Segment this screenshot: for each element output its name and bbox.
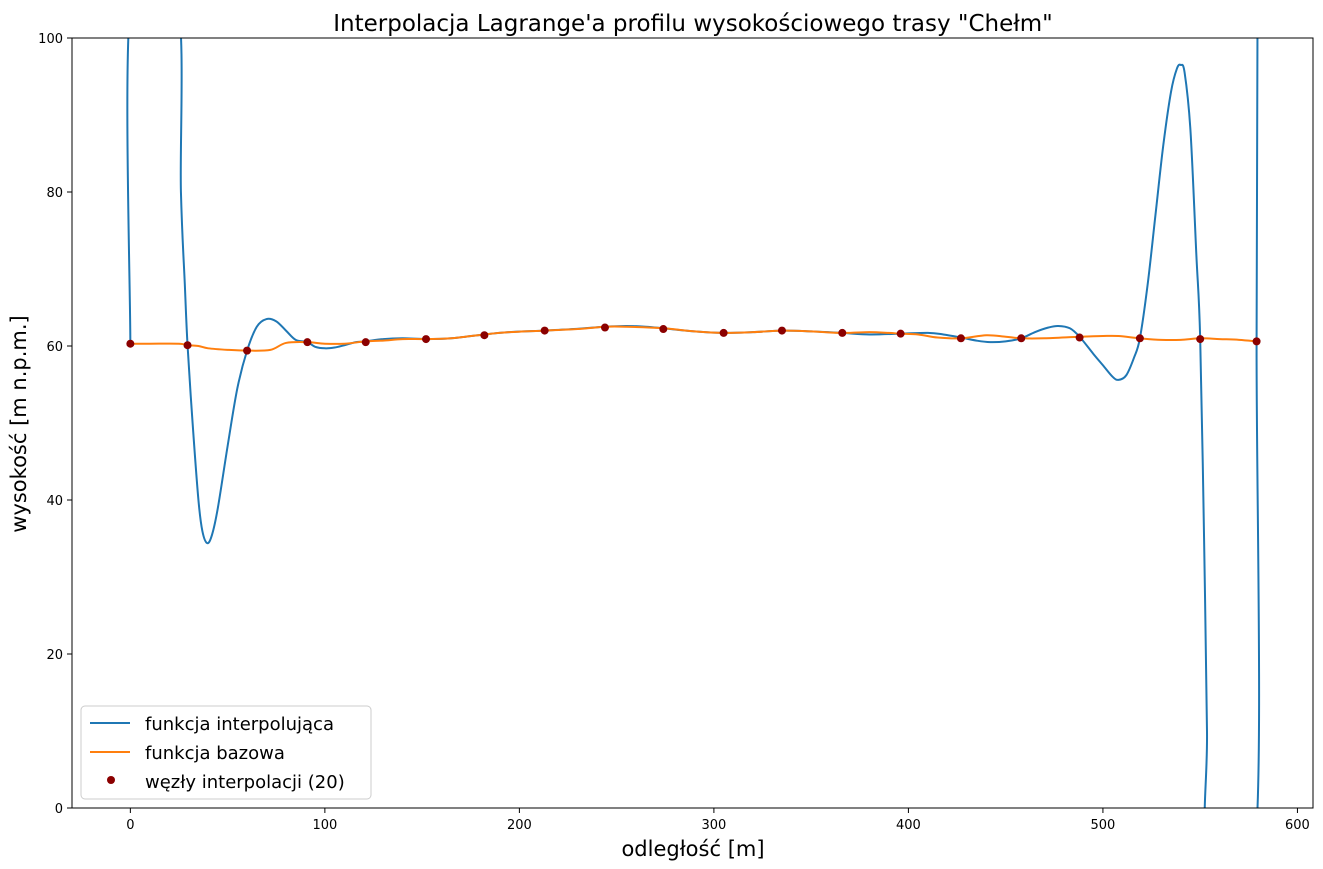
interpolation-node — [243, 346, 252, 355]
interpolation-node — [361, 338, 370, 347]
y-tick-label: 60 — [46, 340, 63, 355]
interpolation-node — [126, 339, 135, 348]
y-tick-label: 100 — [38, 32, 63, 47]
interpolation-node — [480, 331, 489, 340]
interpolation-node — [600, 323, 609, 332]
x-tick-label: 100 — [312, 818, 337, 833]
interpolation-node — [1017, 334, 1026, 343]
interpolation-node — [183, 341, 192, 350]
x-axis: 0 100 200 300 400 500 600 — [126, 808, 1310, 833]
chart-title: Interpolacja Lagrange'a profilu wysokośc… — [333, 11, 1053, 37]
legend-label-nodes: węzły interpolacji (20) — [145, 772, 345, 793]
y-tick-label: 80 — [46, 186, 63, 201]
y-tick-label: 0 — [55, 802, 63, 817]
interpolation-node — [1196, 335, 1205, 344]
interpolation-node — [303, 338, 312, 347]
base-line — [130, 325, 1257, 352]
x-tick-label: 0 — [126, 818, 134, 833]
interpolation-node — [719, 328, 728, 337]
interpolation-node — [956, 334, 965, 343]
y-axis-label: wysokość [m n.p.m.] — [7, 315, 31, 532]
points-layer — [126, 323, 1261, 355]
y-tick-label: 40 — [46, 494, 63, 509]
x-tick-label: 400 — [896, 818, 921, 833]
interpolation-node — [896, 329, 905, 338]
legend-label-interpolating: funkcja interpolująca — [145, 714, 334, 735]
x-tick-label: 600 — [1285, 818, 1310, 833]
x-tick-label: 200 — [507, 818, 532, 833]
interpolation-node — [540, 326, 549, 335]
x-axis-label: odległość [m] — [621, 837, 764, 861]
y-tick-label: 20 — [46, 648, 63, 663]
x-tick-label: 500 — [1091, 818, 1116, 833]
legend-swatch-nodes — [107, 776, 115, 784]
y-axis: 0 20 40 60 80 100 — [38, 32, 72, 817]
x-tick-label: 300 — [701, 818, 726, 833]
legend-box — [80, 705, 372, 800]
legend-label-base: funkcja bazowa — [145, 743, 285, 764]
interpolation-node — [1075, 333, 1084, 342]
interpolation-node — [659, 325, 668, 334]
legend: funkcja interpolująca funkcja bazowa węz… — [80, 705, 372, 800]
interpolation-node — [1135, 334, 1144, 343]
interpolation-node — [838, 328, 847, 337]
interpolation-node — [777, 326, 786, 335]
interpolation-node — [1252, 337, 1261, 346]
interpolation-node — [422, 335, 431, 344]
plot-frame — [71, 37, 1314, 809]
